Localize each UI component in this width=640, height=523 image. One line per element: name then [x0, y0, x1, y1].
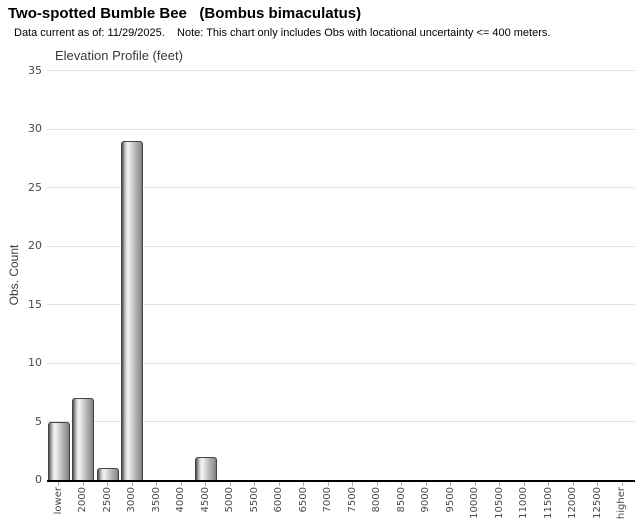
- x-tick-3000: [131, 482, 133, 486]
- page-subtitle: Data current as of: 11/29/2025. Note: Th…: [14, 27, 551, 39]
- page-title: Two-spotted Bumble Bee (Bombus bimaculat…: [8, 5, 362, 22]
- x-tick-5500: [254, 482, 256, 486]
- x-tick-label-4500: 4500: [199, 487, 211, 513]
- y-tick-label-0: 0: [35, 473, 42, 486]
- y-tick-label-30: 30: [28, 122, 42, 135]
- y-axis-title: Obs. Count: [7, 244, 21, 306]
- x-tick-6000: [278, 482, 280, 486]
- gridline-y35: [46, 70, 635, 71]
- x-tick-label-7500: 7500: [346, 487, 358, 513]
- gridline-y25: [46, 187, 635, 188]
- bar-3000: [121, 140, 144, 480]
- x-tick-label-2500: 2500: [101, 487, 113, 513]
- x-tick-11000: [523, 482, 525, 486]
- x-tick-label-7000: 7000: [322, 487, 334, 513]
- y-tick-label-20: 20: [28, 239, 42, 252]
- gridline-y20: [46, 245, 635, 247]
- gridline-y5: [46, 421, 635, 422]
- x-tick-label-12500: 12500: [591, 487, 603, 519]
- x-tick-9500: [450, 482, 452, 486]
- x-tick-7000: [327, 482, 329, 486]
- bar-2000: [72, 398, 95, 480]
- x-tick-11500: [548, 482, 550, 486]
- y-tick-label-25: 25: [28, 180, 42, 194]
- x-tick-10500: [499, 482, 501, 486]
- x-tick-label-6500: 6500: [297, 487, 309, 513]
- x-tick-label-8500: 8500: [395, 487, 407, 513]
- y-tick-label-35: 35: [28, 63, 42, 77]
- x-tick-12000: [572, 482, 574, 486]
- x-tick-3500: [156, 482, 158, 486]
- gridline-y10: [46, 362, 635, 364]
- x-tick-label-12000: 12000: [567, 487, 579, 519]
- bar-lower: [47, 421, 70, 480]
- bar-4500: [194, 456, 217, 480]
- x-tick-8500: [401, 482, 403, 486]
- x-tick-10000: [474, 482, 476, 486]
- x-tick-2500: [107, 482, 109, 486]
- x-tick-6500: [303, 482, 305, 486]
- x-tick-label-6000: 6000: [273, 487, 285, 513]
- x-tick-label-9500: 9500: [444, 487, 456, 513]
- x-tick-9000: [425, 482, 427, 486]
- x-tick-label-10000: 10000: [469, 487, 481, 519]
- x-tick-2000: [82, 482, 84, 486]
- x-tick-label-lower: lower: [52, 487, 64, 515]
- x-tick-12500: [597, 482, 599, 486]
- x-tick-label-4000: 4000: [175, 487, 187, 513]
- x-tick-label-11000: 11000: [518, 487, 530, 519]
- y-tick-label-10: 10: [28, 356, 42, 369]
- plot-area: [46, 70, 635, 482]
- x-tick-4500: [205, 482, 207, 486]
- x-tick-label-2000: 2000: [77, 487, 89, 513]
- x-tick-4000: [180, 482, 182, 486]
- x-tick-label-higher: higher: [616, 487, 628, 520]
- bar-2500: [96, 468, 119, 480]
- gridline-y15: [46, 304, 635, 305]
- x-tick-label-3500: 3500: [150, 487, 162, 513]
- x-tick-lower: [58, 482, 60, 486]
- x-tick-8000: [376, 482, 378, 486]
- x-tick-7500: [352, 482, 354, 486]
- x-tick-label-3000: 3000: [126, 487, 138, 513]
- x-tick-label-10500: 10500: [493, 487, 505, 519]
- chart-title: Elevation Profile (feet): [55, 48, 183, 63]
- x-tick-label-5000: 5000: [224, 487, 236, 513]
- x-tick-label-8000: 8000: [371, 487, 383, 513]
- x-tick-5000: [229, 482, 231, 486]
- x-tick-higher: [621, 482, 623, 486]
- y-tick-label-5: 5: [35, 414, 42, 428]
- x-tick-label-11500: 11500: [542, 487, 554, 519]
- gridline-y30: [46, 128, 635, 130]
- x-tick-label-5500: 5500: [248, 487, 260, 513]
- x-tick-label-9000: 9000: [420, 487, 432, 513]
- y-tick-label-15: 15: [28, 297, 42, 311]
